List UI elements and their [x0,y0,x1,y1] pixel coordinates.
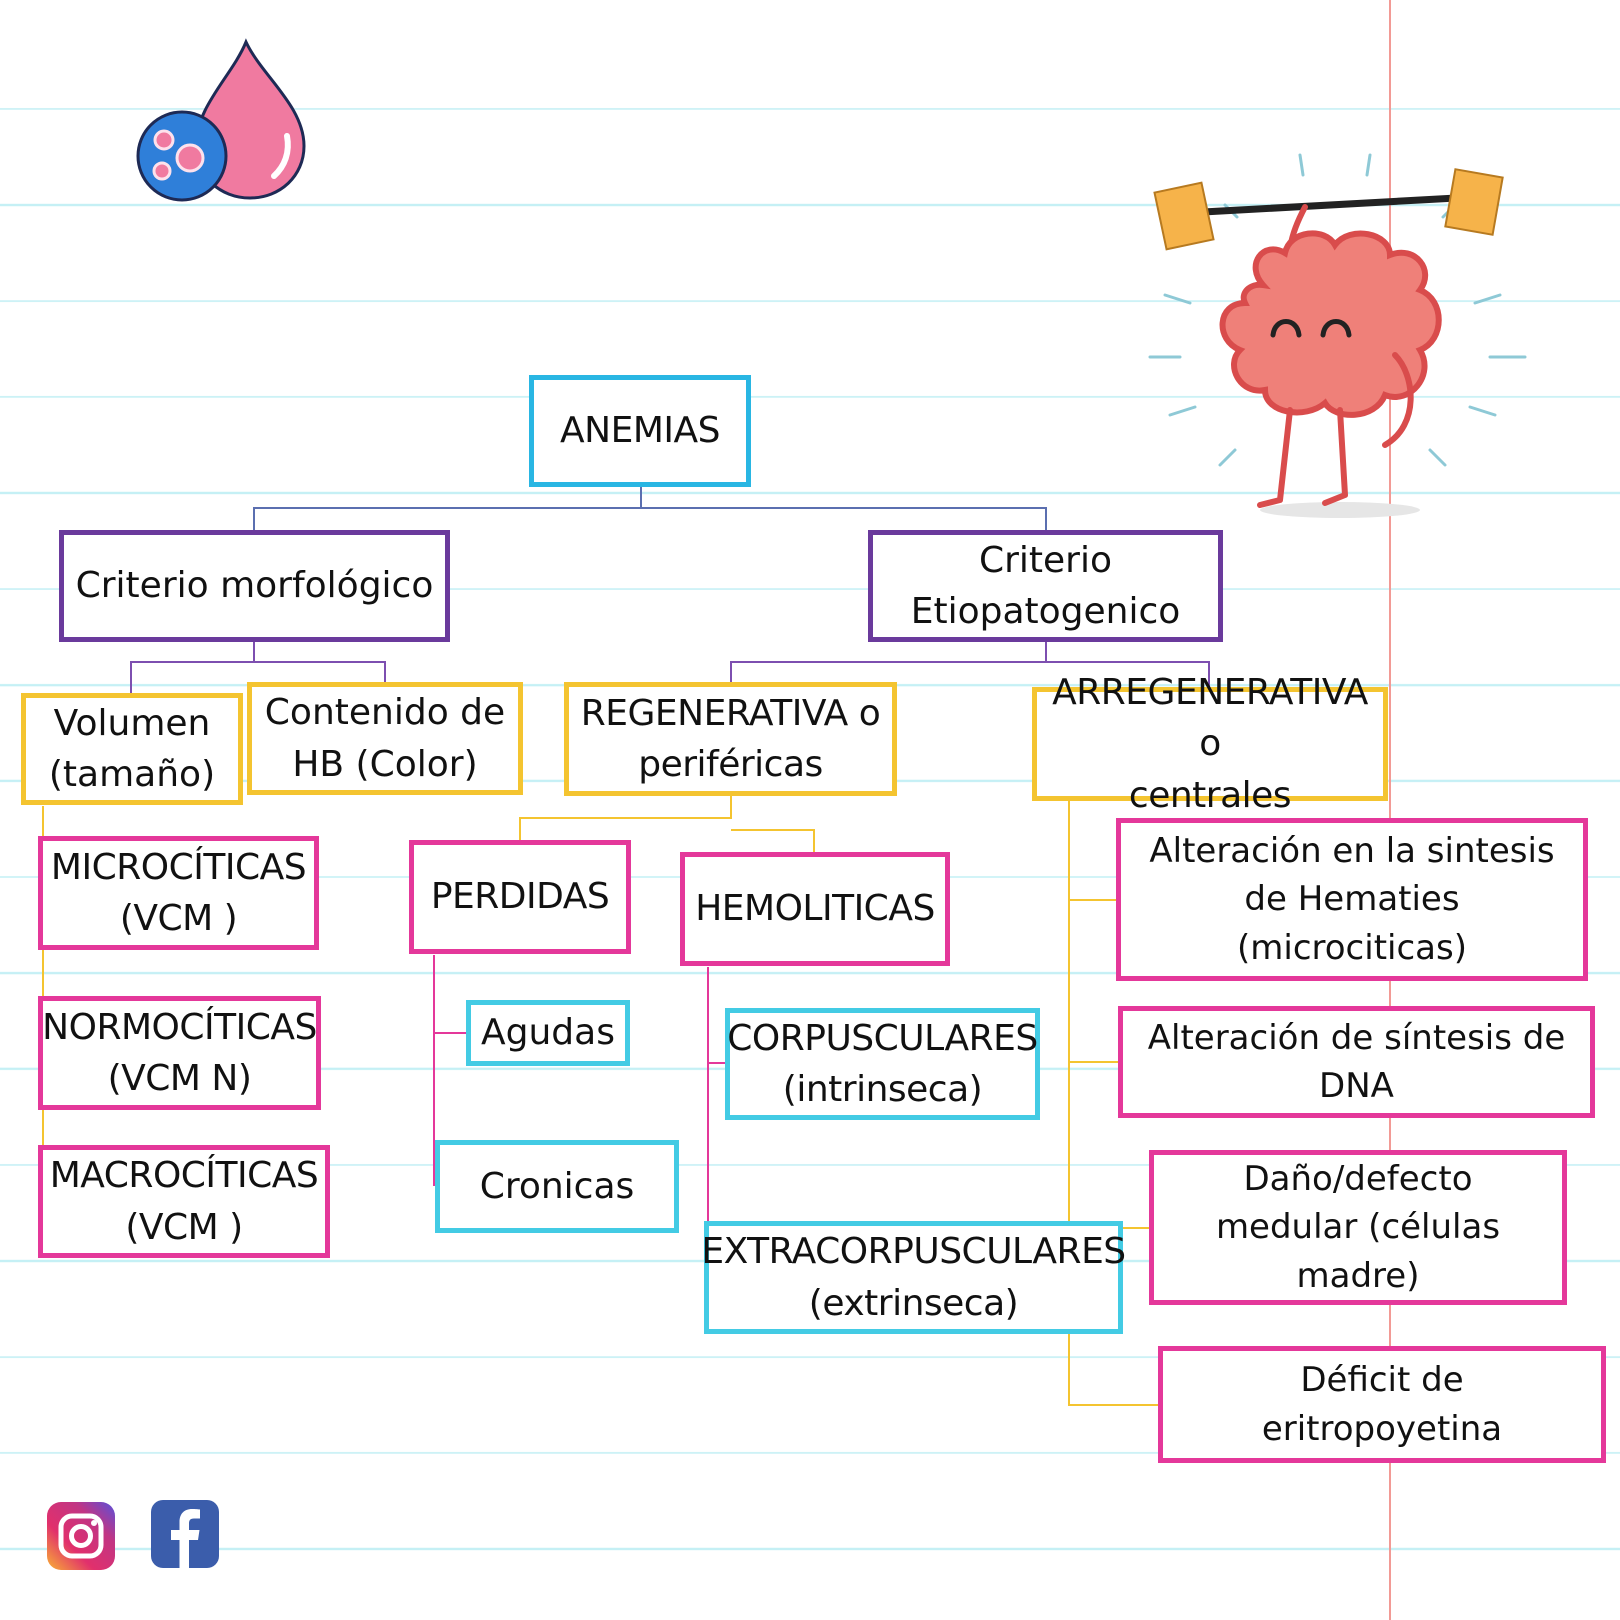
connector-root-right [641,507,1047,532]
connector-morfologico-contenido [254,661,386,684]
brain-weightlifting-icon [1148,153,1527,518]
connector-etio-arreg [1046,661,1210,689]
node-contenido-hb: Contenido de HB (Color) [247,682,523,795]
node-arregenerativa: ARREGENERATIVA o centrales [1032,672,1388,816]
connector-regenerativa-hemo [731,829,815,854]
connector-etio [730,642,1047,684]
blood-drop-cell-icon [136,38,306,202]
node-perdidas: PERDIDAS [409,840,631,954]
node-dano-medular: Daño/defecto medular (células madre) [1149,1150,1567,1305]
instagram-icon[interactable] [45,1500,117,1572]
node-regenerativa: REGENERATIVA o periféricas [564,682,897,796]
connector-arregenerativa [1068,800,1159,1406]
node-alteracion-dna: Alteración de síntesis de DNA [1118,1006,1595,1118]
node-deficit-epo: Déficit de eritropoyetina [1158,1346,1606,1463]
connector-regenerativa [519,795,732,842]
node-normociticas: NORMOCÍTICAS (VCM N) [38,996,321,1110]
connector-root [253,487,642,532]
node-corpusculares: CORPUSCULARES (intrinseca) [725,1008,1040,1120]
node-anemias: ANEMIAS [529,375,751,487]
notebook-margin-line [1389,0,1391,1620]
node-extracorpusculares: EXTRACORPUSCULARES (extrinseca) [701,1221,1126,1334]
node-alteracion-hematies: Alteración en la sintesis de Hematies (m… [1116,818,1588,981]
node-macrociticas: MACROCÍTICAS (VCM ) [38,1145,330,1258]
node-hemoliticas: HEMOLITICAS [680,852,950,966]
node-agudas: Agudas [466,1000,630,1066]
connector-morfologico [130,642,255,695]
node-criterio-etiopatogenico: Criterio Etiopatogenico [868,530,1223,642]
facebook-icon[interactable] [149,1498,221,1570]
node-microciticas: MICROCÍTICAS (VCM ) [38,836,319,950]
node-cronicas: Cronicas [435,1140,679,1233]
node-criterio-morfologico: Criterio morfológico [59,530,450,642]
node-volumen: Volumen (tamaño) [21,693,243,805]
